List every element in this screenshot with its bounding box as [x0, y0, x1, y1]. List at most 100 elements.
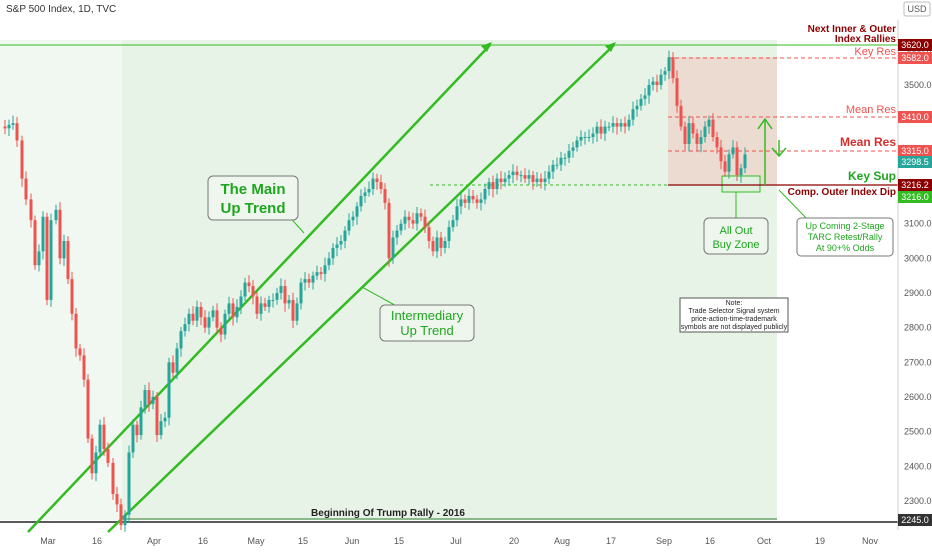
resistance-zone-box [668, 57, 777, 185]
candle-body [331, 247, 335, 259]
note-line2: price-action-time-trademark [691, 316, 777, 323]
main-trend-line [27, 44, 491, 533]
candle-body [251, 286, 255, 297]
note-line1: Trade Selector Signal system [688, 308, 779, 315]
price-axis[interactable]: 2300.0 2400.0 2500.0 2600.0 2700.0 2800.0 2900… [897, 20, 932, 530]
candle-body [183, 324, 187, 332]
intermediary-trend-arrowhead [605, 42, 616, 52]
candle-body [511, 171, 515, 176]
price-tag-3298 [898, 156, 932, 168]
candle-body [399, 223, 403, 231]
candle-body [715, 137, 719, 148]
trend-lines [27, 42, 616, 533]
price-tag-3216-2-text: 3216.2 [901, 180, 929, 190]
price-axis-tick: 3100.0 [904, 219, 932, 229]
price-tag-3315-text: 3315.0 [901, 146, 929, 156]
candle-body [435, 237, 439, 252]
candle-body [515, 171, 519, 176]
candle-body [319, 272, 323, 274]
candle-body [143, 390, 147, 408]
key-res-label: Key Res [854, 46, 896, 58]
candle-body [335, 244, 339, 248]
main-trend-callout-line1: The Main [220, 181, 285, 198]
upcoming-callout[interactable]: Up Coming 2-Stage TARC Retest/Rally At 9… [778, 189, 894, 257]
candle-body [383, 188, 387, 203]
intermediary-trend-callout[interactable]: Intermediary Up Trend [361, 286, 475, 342]
candle-body [647, 85, 651, 96]
candle-body [523, 175, 527, 179]
candle-body [191, 313, 195, 321]
candle-body [479, 199, 483, 203]
candle-body [323, 265, 327, 274]
candle-body [295, 303, 299, 321]
candle-body [635, 105, 639, 110]
price-tag-3216-2 [898, 179, 932, 191]
outer-dip-label: Comp. Outer Index Dip [788, 187, 896, 198]
candle-body [683, 126, 687, 144]
candle-body [127, 452, 131, 515]
buy-zone-callout[interactable]: All Out Buy Zone [703, 192, 769, 255]
note-title: Note: [726, 300, 743, 307]
time-axis-tick: Mar [40, 536, 56, 546]
candle-body [66, 240, 70, 280]
currency-badge[interactable] [903, 1, 931, 17]
price-axis-tick: 2500.0 [904, 427, 932, 437]
candle-body [415, 213, 419, 224]
time-axis-tick: Aug [554, 536, 570, 546]
candle-body [455, 206, 459, 221]
price-tag-3582 [898, 52, 932, 64]
buy-zone-callout-line2: Buy Zone [712, 239, 759, 251]
intermediary-callout-line2: Up Trend [400, 323, 453, 338]
main-trend-callout-line2: Up Trend [220, 200, 285, 217]
price-tag-3620 [898, 39, 932, 51]
next-rallies-label-line2: Index Rallies [835, 34, 897, 45]
candle-body [11, 123, 15, 125]
candle-body [443, 240, 447, 248]
candle-body [62, 240, 66, 259]
candle-body [707, 119, 711, 127]
candle-body [563, 157, 567, 159]
time-axis-tick: Apr [147, 536, 161, 546]
note-box[interactable]: Note: Trade Selector Signal system price… [679, 297, 789, 333]
candle-body [239, 296, 243, 307]
candle-body [147, 390, 151, 404]
symbol-title: S&P 500 Index, 1D, TVC [6, 4, 116, 15]
candle-body [659, 74, 663, 86]
candle-body [291, 299, 295, 321]
candle-body [33, 220, 37, 266]
price-tag-3315 [898, 145, 932, 157]
annotations: Next Inner & Outer Index Rallies Key Res… [311, 24, 896, 519]
candle-body [551, 164, 555, 172]
candle-body [631, 109, 635, 120]
candle-body [615, 123, 619, 127]
candle-body [595, 126, 599, 134]
candle-body [327, 258, 331, 266]
main-trend-callout-box [207, 175, 299, 221]
candle-body [98, 424, 102, 453]
time-axis-tick: May [247, 536, 265, 546]
mean-res-label-1: Mean Res [846, 104, 897, 116]
candle-body [607, 126, 611, 128]
time-axis-tick: 15 [394, 536, 404, 546]
candle-body [167, 362, 171, 418]
candle-body [111, 462, 115, 495]
candle-body [219, 327, 223, 335]
candle-body [547, 171, 551, 179]
trend-channel-shade [122, 40, 777, 520]
candle-body [3, 126, 7, 129]
candle-body [703, 126, 707, 138]
candle-body [623, 123, 627, 127]
time-axis[interactable]: Mar 16 Apr 16 May 15 Jun 15 Jul 20 Aug 17 Sep 16 Oct 19… [40, 536, 878, 546]
candle-body [74, 313, 78, 349]
price-tag-3582-text: 3582.0 [901, 53, 929, 63]
candle-body [347, 220, 351, 231]
candle-body [559, 157, 563, 165]
candle-body [135, 424, 139, 436]
candle-body [45, 216, 49, 300]
candle-body [255, 296, 259, 314]
main-trend-callout[interactable]: The Main Up Trend [207, 175, 305, 234]
time-axis-tick: 15 [298, 536, 308, 546]
candle-body [155, 396, 159, 436]
price-tag-3298-text: 3298.5 [901, 157, 929, 167]
